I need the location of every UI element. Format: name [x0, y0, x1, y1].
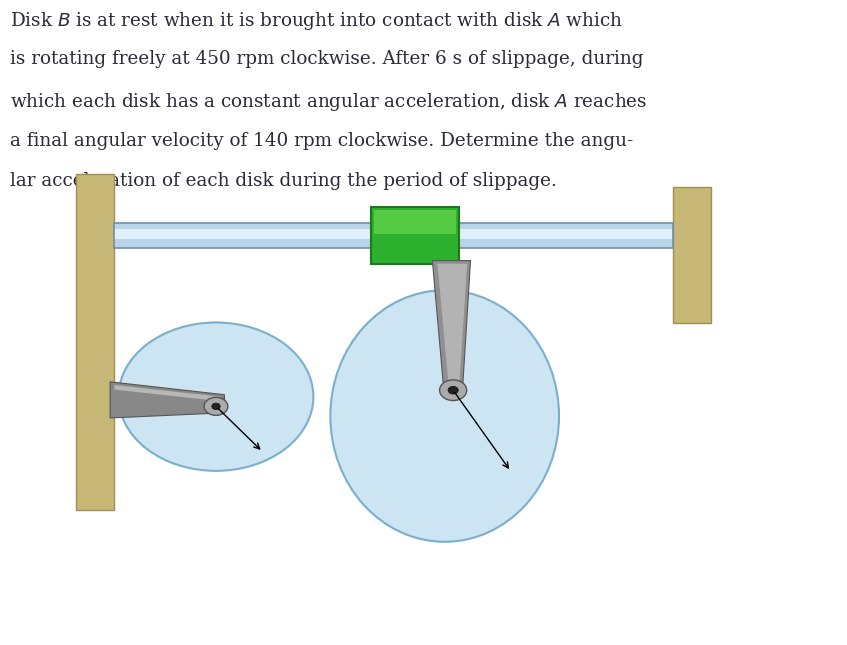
- Text: 3 in.: 3 in.: [191, 434, 224, 448]
- Text: $B$: $B$: [362, 375, 375, 393]
- Text: which each disk has a constant angular acceleration, disk $\it{A}$ reaches: which each disk has a constant angular a…: [10, 91, 647, 113]
- Ellipse shape: [330, 290, 559, 542]
- Text: lar acceleration of each disk during the period of slippage.: lar acceleration of each disk during the…: [10, 172, 557, 190]
- Text: $A$: $A$: [196, 336, 211, 354]
- Circle shape: [440, 380, 467, 401]
- Polygon shape: [114, 385, 220, 401]
- Text: is rotating freely at 450 rpm clockwise. After 6 s of slippage, during: is rotating freely at 450 rpm clockwise.…: [10, 50, 644, 68]
- Text: Disk $\it{B}$ is at rest when it is brought into contact with disk $\it{A}$ whic: Disk $\it{B}$ is at rest when it is brou…: [10, 10, 623, 32]
- Polygon shape: [110, 382, 224, 418]
- Text: a final angular velocity of 140 rpm clockwise. Determine the angu-: a final angular velocity of 140 rpm cloc…: [10, 132, 634, 150]
- FancyBboxPatch shape: [76, 174, 114, 510]
- Circle shape: [204, 397, 228, 415]
- Polygon shape: [438, 264, 468, 388]
- Circle shape: [119, 322, 313, 471]
- FancyBboxPatch shape: [673, 187, 711, 322]
- FancyBboxPatch shape: [114, 223, 673, 248]
- FancyBboxPatch shape: [371, 207, 460, 264]
- Text: 5 in.: 5 in.: [422, 506, 456, 521]
- Polygon shape: [433, 261, 471, 390]
- FancyBboxPatch shape: [374, 210, 456, 234]
- FancyBboxPatch shape: [114, 229, 673, 239]
- Circle shape: [212, 403, 220, 410]
- Circle shape: [448, 386, 458, 394]
